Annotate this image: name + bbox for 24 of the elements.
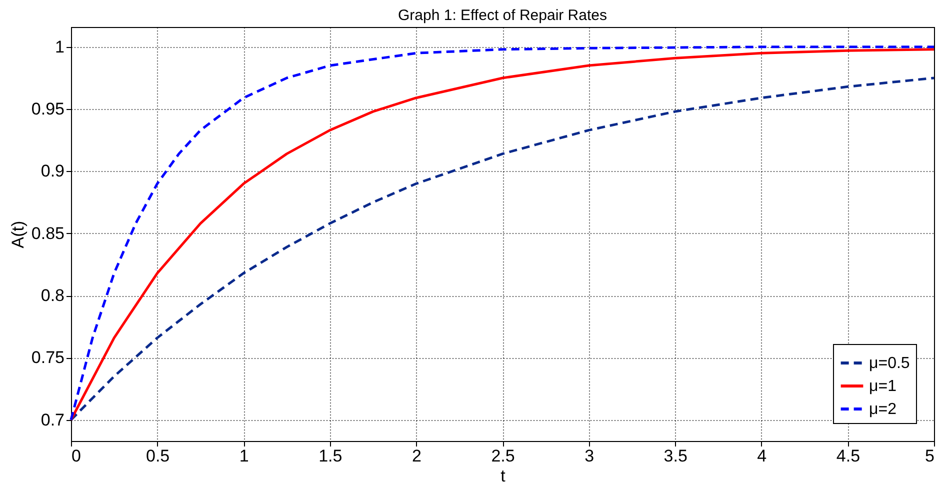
x-tick-label: 4 — [757, 446, 767, 466]
y-tick-label: 0.95 — [31, 100, 64, 119]
x-tick-label: 4.5 — [836, 446, 860, 466]
y-axis-title: A(t) — [8, 220, 28, 248]
y-tick-label: 0.75 — [31, 348, 64, 368]
x-tick-label: 0.5 — [146, 446, 170, 466]
x-tick-label: 1 — [239, 446, 249, 466]
legend-label: μ=0.5 — [869, 355, 910, 372]
x-tick-label: 1.5 — [318, 446, 342, 466]
y-tick-label: 1 — [55, 37, 64, 56]
x-tick-label: 0 — [72, 446, 81, 466]
legend-label: μ=1 — [869, 378, 897, 395]
x-tick-label: 2.5 — [491, 446, 515, 466]
y-tick-label: 0.9 — [40, 162, 64, 181]
legend-label: μ=2 — [869, 401, 897, 418]
x-tick-label: 3.5 — [664, 446, 688, 466]
chart-title: Graph 1: Effect of Repair Rates — [398, 7, 607, 24]
y-tick-label: 0.8 — [40, 286, 64, 306]
y-tick-label: 0.7 — [40, 410, 64, 430]
x-tick-label: 2 — [412, 446, 422, 466]
y-tick-label: 0.85 — [31, 224, 64, 243]
x-tick-label: 3 — [584, 446, 594, 466]
x-tick-label: 5 — [925, 446, 934, 466]
x-axis-title: t — [500, 466, 506, 486]
